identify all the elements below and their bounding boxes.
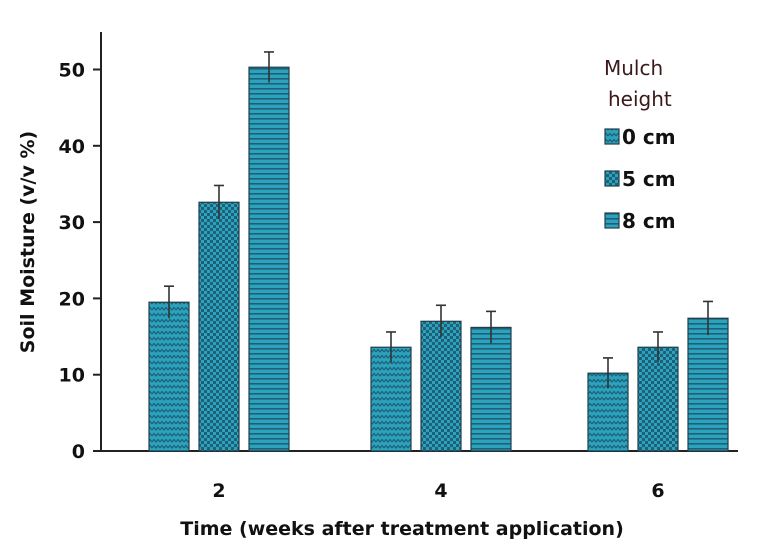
- legend-label-5cm: 5 cm: [622, 167, 676, 191]
- y-tick-label: 0: [72, 441, 85, 463]
- legend-title-line-1: Mulch: [604, 56, 663, 80]
- y-tick-label: 50: [59, 60, 85, 82]
- legend: Mulch height 0 cm 5 cm 8 cm: [604, 56, 676, 233]
- y-tick-label: 40: [59, 136, 85, 158]
- x-tick-label: 2: [212, 480, 225, 502]
- bar-0cm-week-4: [370, 346, 412, 452]
- bar-0cm-week-2: [148, 301, 190, 452]
- y-tick-label: 30: [59, 212, 85, 234]
- legend-label-0cm: 0 cm: [622, 125, 676, 149]
- bar-5cm-week-4: [420, 320, 462, 452]
- bar-8cm-week-2: [248, 66, 290, 452]
- legend-swatch-5cm: [604, 170, 620, 187]
- y-axis-title: Soil Moisture (v/v %): [17, 131, 39, 353]
- x-tick-label: 4: [434, 480, 447, 502]
- legend-label-8cm: 8 cm: [622, 209, 676, 233]
- legend-swatch-0cm: [604, 128, 620, 145]
- x-axis-title: Time (weeks after treatment application): [180, 518, 624, 540]
- bar-5cm-week-2: [198, 201, 240, 452]
- legend-title-line-2: height: [608, 87, 672, 111]
- bar-8cm-week-6: [687, 317, 729, 452]
- legend-swatch-8cm: [604, 212, 620, 229]
- y-tick-label: 10: [59, 365, 85, 387]
- bar-8cm-week-4: [470, 326, 512, 452]
- x-tick-label: 6: [651, 480, 664, 502]
- y-tick-label: 20: [59, 288, 85, 310]
- bar-5cm-week-6: [637, 346, 679, 452]
